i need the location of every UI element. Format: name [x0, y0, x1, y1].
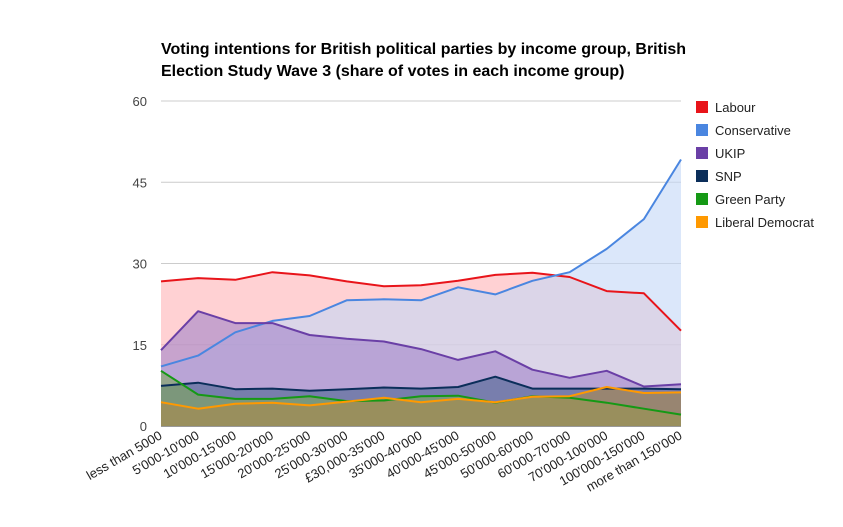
line-ukip	[160, 310, 682, 388]
legend-swatch-labour	[696, 101, 708, 113]
legend-label: Conservative	[715, 123, 791, 138]
line-green-party	[160, 369, 682, 416]
legend-swatch-conservative	[696, 124, 708, 136]
legend-label: Labour	[715, 100, 756, 115]
y-tick-label: 45	[133, 175, 147, 190]
line-conservative	[160, 158, 682, 368]
chart-title-line-2: Election Study Wave 3 (share of votes in…	[161, 63, 625, 80]
legend-swatch-green-party	[696, 193, 708, 205]
y-tick-label: 30	[133, 257, 147, 272]
x-axis-ticks: less than 50005'000-10'00010'000-15'0001…	[84, 428, 685, 495]
legend-label: SNP	[715, 169, 742, 184]
y-axis-ticks: 0 15 30 45 60	[133, 94, 147, 434]
legend-label: UKIP	[715, 146, 745, 161]
legend-swatch-snp	[696, 170, 708, 182]
line-snp	[160, 375, 682, 392]
legend-label: Green Party	[715, 192, 786, 207]
legend: Labour Conservative UKIP SNP Green Party Libe…	[696, 100, 814, 230]
series-areas	[161, 159, 681, 426]
y-tick-label: 60	[133, 94, 147, 109]
line-labour	[160, 271, 682, 332]
chart-title-line-1: Voting intentions for British political …	[161, 41, 686, 58]
y-tick-label: 15	[133, 338, 147, 353]
legend-swatch-ukip	[696, 147, 708, 159]
legend-label: Liberal Democrat	[715, 215, 814, 230]
y-tick-label: 0	[140, 419, 147, 434]
legend-swatch-liberal-democrat	[696, 216, 708, 228]
line-liberal-democrat	[160, 386, 682, 410]
series-lines	[160, 158, 682, 416]
